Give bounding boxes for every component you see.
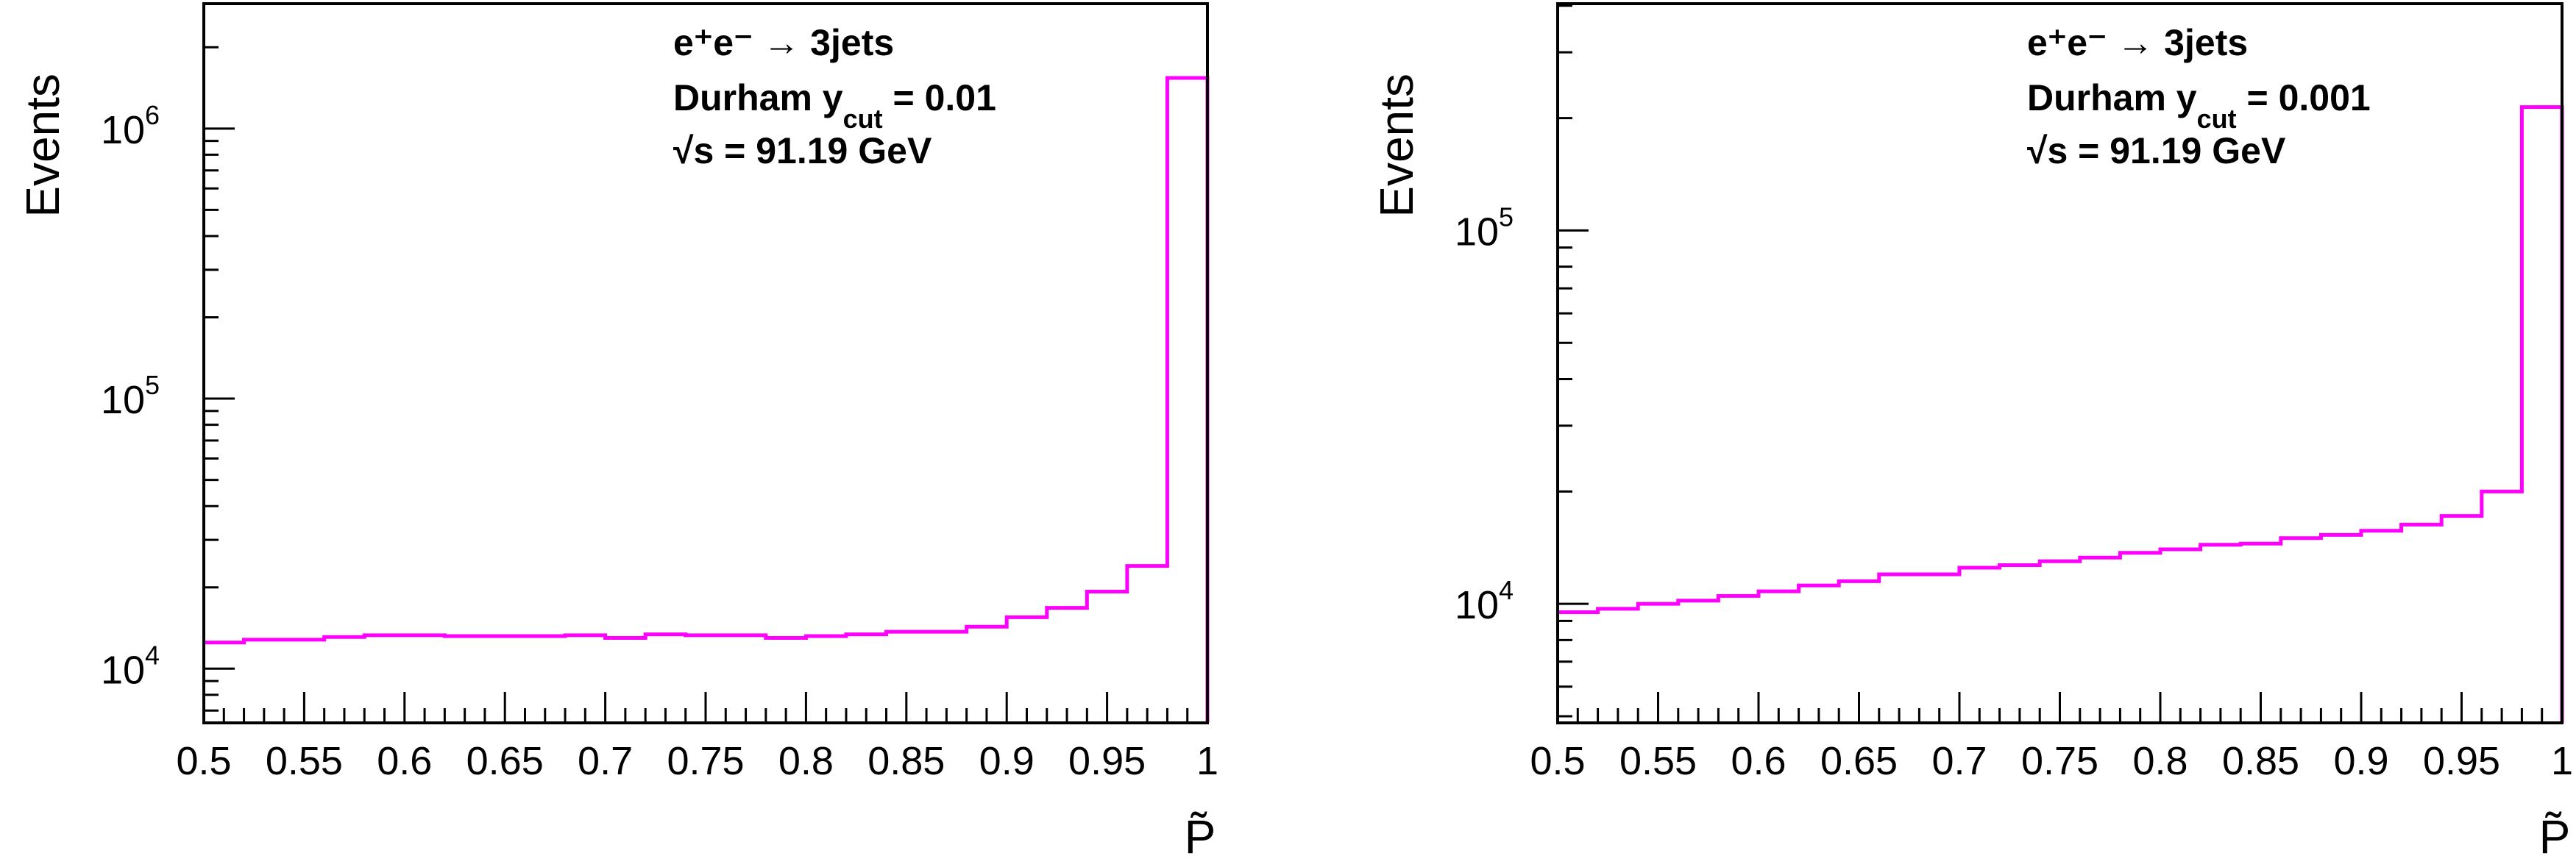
x-tick-label: 1	[2551, 739, 2573, 783]
y-tick-exponent: 5	[1499, 201, 1514, 232]
y-tick-base: 10	[1455, 583, 1499, 627]
x-tick-label: 0.85	[2222, 739, 2299, 783]
x-tick-label: 1	[1196, 739, 1218, 783]
y-tick-exponent: 4	[145, 640, 160, 670]
annotation-ycut-value: = 0.001	[2237, 77, 2371, 118]
chart-panel-2: 0.5 0.55 0.6 0.65 0.7 0.75 0.8 0.85 0.9 0.95 11041…	[1370, 2, 2573, 863]
y-axis-title: Events	[16, 74, 69, 218]
histogram-bin	[2402, 524, 2442, 723]
annotation-energy: √s = 91.19 GeV	[673, 130, 932, 171]
histogram-bin	[2160, 549, 2201, 723]
histogram-line	[1558, 105, 2564, 723]
y-tick-exponent: 5	[145, 370, 160, 400]
y-tick-base: 10	[101, 648, 145, 692]
y-tick-base: 10	[101, 378, 145, 422]
y-tick-base: 10	[1455, 210, 1499, 254]
histogram-bin	[2361, 531, 2402, 723]
histogram-bin	[1558, 612, 1598, 723]
y-tick-exponent: 4	[1499, 575, 1514, 605]
x-tick-label: 0.6	[377, 739, 432, 783]
histogram-line	[204, 76, 1210, 723]
histogram-bin	[1127, 566, 1168, 723]
annotation-ycut-prefix: Durham y	[673, 77, 843, 118]
histogram-bin	[2482, 491, 2522, 723]
annotation-ycut: Durham ycut = 0.01	[673, 77, 996, 134]
histogram-bin	[2080, 557, 2121, 723]
x-axis-title: P̃	[2539, 810, 2571, 863]
x-tick-label: 0.8	[778, 739, 834, 783]
x-tick-label: 0.75	[667, 739, 744, 783]
annotation-ycut-sub: cut	[2197, 104, 2237, 134]
histogram-bin	[1047, 608, 1087, 723]
x-tick-label: 0.8	[2132, 739, 2188, 783]
x-tick-label: 0.65	[466, 739, 544, 783]
y-tick-label: 105	[101, 370, 160, 422]
histogram-bin	[1959, 568, 2000, 723]
histogram-bin	[2281, 538, 2321, 723]
y-tick-label: 106	[101, 100, 160, 152]
annotation-ycut-prefix: Durham y	[2027, 77, 2197, 118]
x-tick-label: 0.65	[1820, 739, 1898, 783]
x-tick-label: 0.55	[266, 739, 343, 783]
annotation-energy: √s = 91.19 GeV	[2027, 130, 2286, 171]
histogram-bin	[1598, 609, 1639, 723]
x-tick-label: 0.55	[1619, 739, 1697, 783]
x-tick-label: 0.5	[176, 739, 231, 783]
histogram-bin	[1799, 585, 1839, 723]
histogram-bin	[2120, 553, 2160, 723]
y-tick-label: 104	[1455, 575, 1514, 627]
annotation-ycut-value: = 0.01	[883, 77, 996, 118]
x-tick-label: 0.95	[1068, 739, 1146, 783]
x-tick-label: 0.95	[2423, 739, 2500, 783]
histogram-bin	[2201, 545, 2241, 723]
annotation-ycut: Durham ycut = 0.001	[2027, 77, 2371, 134]
y-tick-label: 104	[101, 640, 160, 692]
x-tick-label: 0.5	[1530, 739, 1585, 783]
x-tick-label: 0.7	[578, 739, 633, 783]
x-tick-label: 0.9	[979, 739, 1035, 783]
histogram-bin	[1759, 591, 1799, 723]
histogram-bin	[1678, 601, 1719, 723]
histogram-bin	[1718, 596, 1759, 723]
histogram-bin	[2321, 535, 2361, 723]
histogram-bin	[1167, 78, 1207, 723]
annotation-process: e⁺e⁻ → 3jets	[2027, 22, 2248, 63]
histogram-bin	[1007, 617, 1047, 723]
x-tick-label: 0.9	[2333, 739, 2388, 783]
annotation-ycut-sub: cut	[843, 104, 883, 134]
histogram-bin	[1879, 574, 1920, 723]
x-tick-label: 0.85	[867, 739, 945, 783]
y-tick-label: 105	[1455, 201, 1514, 254]
histogram-bin	[2441, 516, 2482, 723]
x-tick-label: 0.6	[1731, 739, 1786, 783]
y-tick-exponent: 6	[145, 100, 160, 130]
annotation-process: e⁺e⁻ → 3jets	[673, 22, 894, 63]
x-axis-title: P̃	[1185, 810, 1216, 863]
chart-panel-1: 0.5 0.55 0.6 0.65 0.7 0.75 0.8 0.85 0.9 0.95 11041…	[16, 2, 1218, 863]
histogram-bin	[1919, 574, 1959, 723]
histogram-bin	[2000, 565, 2040, 723]
x-tick-label: 0.75	[2021, 739, 2098, 783]
histogram-bin	[2522, 107, 2562, 723]
y-axis-title: Events	[1370, 74, 1423, 218]
y-tick-base: 10	[101, 108, 145, 152]
x-tick-label: 0.7	[1931, 739, 1987, 783]
